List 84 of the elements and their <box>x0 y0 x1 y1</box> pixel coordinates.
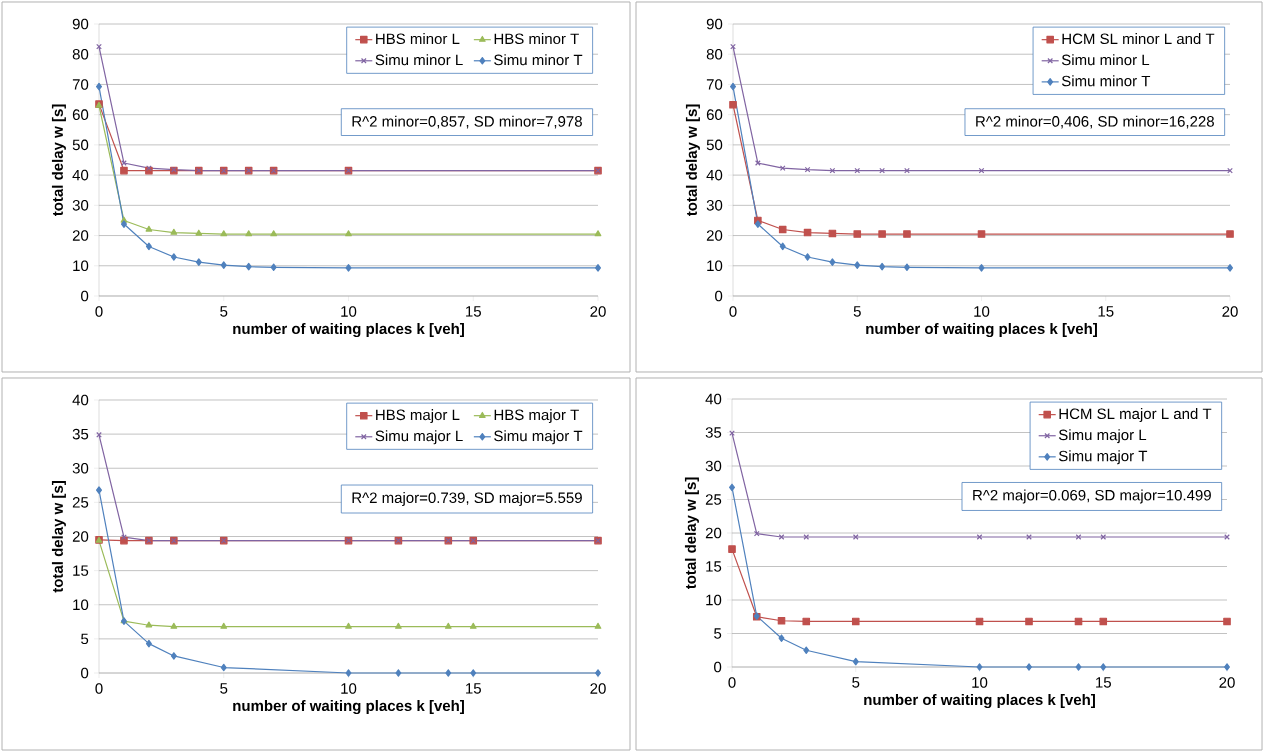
y-tick-label: 70 <box>72 79 89 90</box>
y-tick-label: 10 <box>73 260 89 272</box>
y-tick-label: 90 <box>72 18 89 30</box>
legend-label: Simu minor L <box>375 54 463 66</box>
x-axis-title: number of waiting places k [veh] <box>233 700 464 715</box>
y-tick-label: 30 <box>706 200 723 211</box>
y-tick-label: 25 <box>705 494 722 505</box>
y-tick-label: 40 <box>705 393 722 405</box>
y-tick-label: 50 <box>72 139 89 151</box>
x-tick-label: 15 <box>466 683 481 694</box>
x-axis-title: number of waiting places k [veh] <box>866 323 1097 338</box>
legend-label: HBS minor L <box>376 33 460 45</box>
legend-label: Simu major L <box>375 430 463 445</box>
x-tick-label: 15 <box>1098 306 1114 317</box>
legend-label: HBS minor T <box>494 33 579 45</box>
x-tick-label: 10 <box>341 306 357 317</box>
y-tick-label: 40 <box>72 169 89 181</box>
annotation: R^2 minor=0,857, SD minor=7,978 <box>352 115 582 129</box>
y-tick-label: 0 <box>714 661 722 673</box>
x-tick-label: 5 <box>220 306 228 317</box>
y-axis-title: total delay w [s] <box>684 477 699 590</box>
x-tick-label: 10 <box>974 306 990 317</box>
x-tick-label: 5 <box>220 683 228 694</box>
annotation: R^2 major=0.739, SD major=5.559 <box>352 492 582 507</box>
y-tick-label: 10 <box>73 599 89 611</box>
y-tick-label: 40 <box>72 394 89 406</box>
legend-label: Simu major T <box>1058 450 1148 465</box>
y-tick-label: 0 <box>715 290 723 302</box>
x-axis-title: number of waiting places k [veh] <box>233 323 464 338</box>
y-tick-label: 20 <box>72 230 89 241</box>
y-tick-label: 10 <box>706 594 722 606</box>
x-tick-label: 15 <box>1096 677 1111 688</box>
y-tick-label: 50 <box>706 139 723 151</box>
y-tick-label: 5 <box>81 633 89 645</box>
y-axis-title: total delay w [s] <box>685 104 700 217</box>
y-tick-label: 60 <box>72 109 89 120</box>
legend-label: Simu minor L <box>1061 54 1150 66</box>
x-tick-label: 20 <box>1219 677 1235 688</box>
x-tick-label: 20 <box>1222 306 1238 317</box>
legend-label: HBS major T <box>494 409 579 424</box>
y-tick-label: 30 <box>72 200 89 211</box>
annotation: R^2 minor=0,406, SD minor=16,228 <box>976 115 1214 129</box>
x-tick-label: 10 <box>972 677 988 688</box>
y-axis-title: total delay w [s] <box>51 104 66 217</box>
x-tick-label: 5 <box>853 306 861 317</box>
y-tick-label: 25 <box>72 497 89 508</box>
y-tick-label: 70 <box>706 79 723 90</box>
legend-label: HCM SL major L and T <box>1059 408 1212 423</box>
y-tick-label: 15 <box>706 561 722 572</box>
y-tick-label: 15 <box>73 565 89 576</box>
y-tick-label: 80 <box>72 48 89 60</box>
x-tick-label: 20 <box>590 683 606 694</box>
legend-label: Simu minor T <box>1061 75 1151 87</box>
x-tick-label: 20 <box>590 306 606 317</box>
x-tick-label: 0 <box>95 683 103 694</box>
y-tick-label: 30 <box>72 462 89 474</box>
y-tick-label: 0 <box>81 290 89 302</box>
x-tick-label: 0 <box>95 306 103 317</box>
x-tick-label: 0 <box>729 306 737 317</box>
y-tick-label: 90 <box>706 18 723 30</box>
y-tick-label: 80 <box>706 48 723 60</box>
legend-label: HCM SL minor L and T <box>1062 33 1215 45</box>
y-tick-label: 60 <box>706 109 723 120</box>
y-tick-label: 35 <box>72 428 89 440</box>
x-axis-title: number of waiting places k [veh] <box>864 694 1095 709</box>
y-tick-label: 30 <box>705 460 722 472</box>
y-tick-label: 0 <box>81 667 89 679</box>
legend-label: Simu minor T <box>494 54 583 66</box>
x-tick-label: 5 <box>852 677 860 688</box>
x-tick-label: 15 <box>466 306 481 317</box>
x-tick-label: 0 <box>728 677 736 688</box>
y-tick-label: 35 <box>705 427 722 438</box>
legend-label: HBS major L <box>376 409 460 424</box>
y-tick-label: 20 <box>72 531 89 542</box>
y-tick-label: 10 <box>707 260 723 272</box>
y-axis-title: total delay w [s] <box>51 481 66 593</box>
x-tick-label: 10 <box>341 683 357 694</box>
y-tick-label: 20 <box>705 527 722 539</box>
y-tick-label: 5 <box>714 628 722 639</box>
legend-label: Simu major T <box>494 430 583 445</box>
annotation: R^2 major=0.069, SD major=10.499 <box>973 489 1211 504</box>
legend-label: Simu major L <box>1058 429 1147 444</box>
y-tick-label: 20 <box>706 230 723 241</box>
y-tick-label: 40 <box>706 169 723 181</box>
